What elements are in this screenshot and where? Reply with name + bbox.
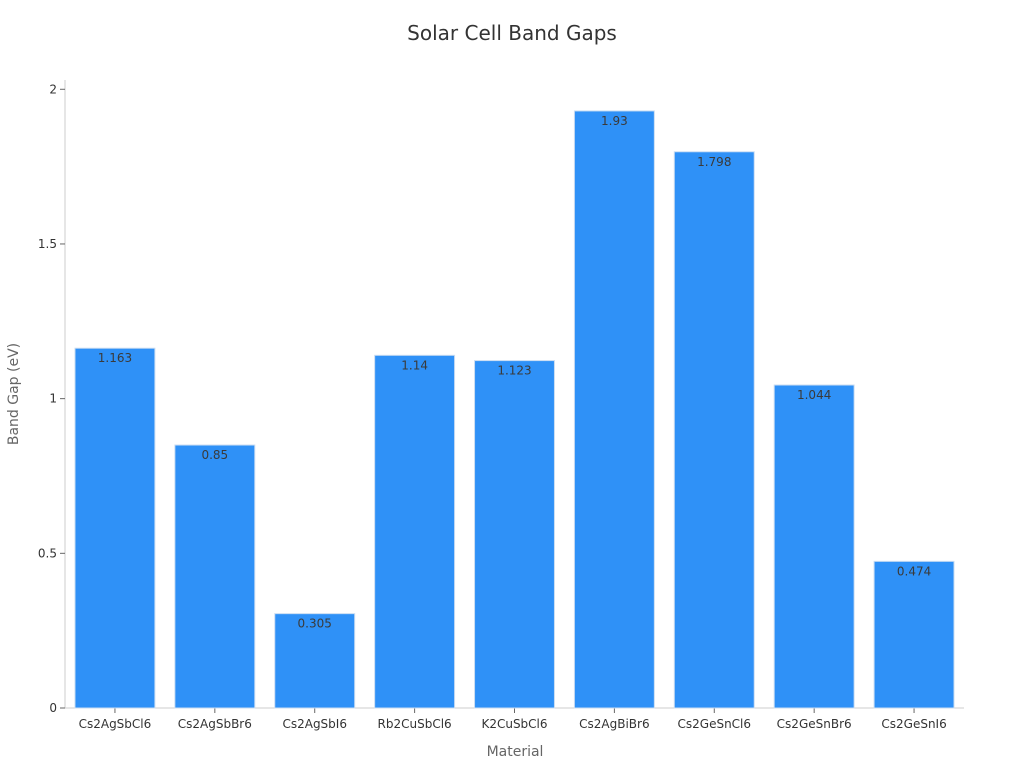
x-tick-label: Cs2GeSnBr6 bbox=[777, 717, 852, 731]
bar-value-label: 0.305 bbox=[298, 617, 332, 631]
bar bbox=[873, 560, 955, 709]
bar bbox=[174, 444, 256, 709]
bar bbox=[274, 613, 356, 709]
x-tick-label: Cs2AgSbCl6 bbox=[79, 717, 152, 731]
bar bbox=[673, 151, 755, 709]
x-tick-label: Cs2GeSnCl6 bbox=[678, 717, 752, 731]
x-axis-label: Material bbox=[487, 744, 544, 760]
bar-labels: 1.163 0.85 0.305 1.14 1.123 1.93 1.798 1.044 0.4… bbox=[98, 114, 931, 631]
bar-value-label: 1.798 bbox=[697, 155, 731, 169]
x-tick-label: Cs2AgBiBr6 bbox=[579, 717, 649, 731]
y-tick-label: 1.5 bbox=[38, 237, 57, 251]
y-tick-label: 0 bbox=[49, 701, 57, 715]
chart-title: Solar Cell Band Gaps bbox=[407, 21, 617, 45]
y-axis-label: Band Gap (eV) bbox=[6, 343, 22, 445]
y-tick-label: 2 bbox=[49, 82, 57, 96]
bar-value-label: 0.85 bbox=[201, 448, 228, 462]
x-tick-label: Cs2AgSbBr6 bbox=[178, 717, 252, 731]
bar bbox=[773, 384, 855, 709]
bar bbox=[374, 354, 456, 709]
bar bbox=[74, 347, 156, 709]
y-tick-label: 0.5 bbox=[38, 546, 57, 560]
bar bbox=[474, 360, 555, 709]
bar-value-label: 0.474 bbox=[897, 564, 931, 578]
bar-value-label: 1.123 bbox=[497, 364, 531, 378]
bar-value-label: 1.93 bbox=[601, 114, 628, 128]
y-tick-label: 1 bbox=[49, 392, 57, 406]
bar-value-label: 1.163 bbox=[98, 351, 132, 365]
x-tick-label: K2CuSbCl6 bbox=[481, 717, 547, 731]
bar bbox=[573, 110, 655, 709]
x-tick-label: Rb2CuSbCl6 bbox=[378, 717, 452, 731]
bar-value-label: 1.14 bbox=[401, 358, 428, 372]
x-axis: Cs2AgSbCl6 Cs2AgSbBr6 Cs2AgSbI6 Rb2CuSbCl6 K… bbox=[65, 707, 964, 731]
y-axis: 0 0.5 1 1.5 2 bbox=[38, 80, 66, 715]
bar-value-label: 1.044 bbox=[797, 388, 831, 402]
bars bbox=[74, 110, 955, 709]
x-tick-label: Cs2GeSnI6 bbox=[881, 717, 946, 731]
x-tick-label: Cs2AgSbI6 bbox=[282, 717, 347, 731]
